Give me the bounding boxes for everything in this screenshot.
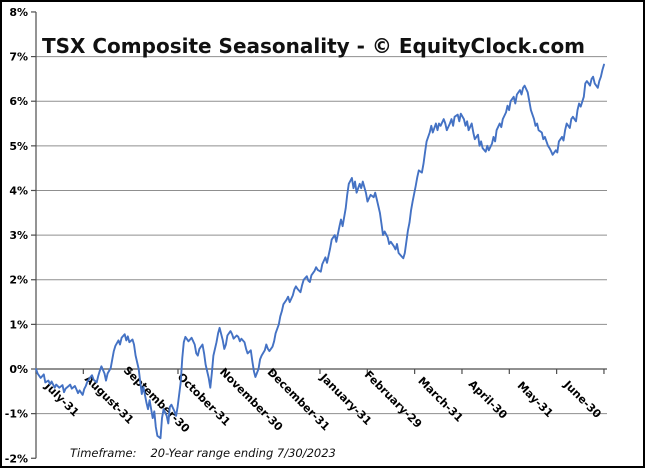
- y-axis-label: 6%: [9, 95, 28, 108]
- y-axis-label: 8%: [9, 6, 28, 19]
- timeframe-value: 20-Year range ending 7/30/2023: [150, 446, 336, 460]
- y-axis-label: -2%: [5, 452, 28, 465]
- timeframe-label: Timeframe:: [70, 446, 137, 460]
- y-axis-label: 0%: [9, 363, 28, 376]
- y-axis-label: 2%: [9, 274, 28, 287]
- y-axis-label: 4%: [9, 184, 28, 197]
- chart-title: TSX Composite Seasonality - © EquityCloc…: [41, 34, 586, 58]
- x-axis-label: April-30: [466, 378, 510, 422]
- y-axis-label: 7%: [9, 51, 28, 64]
- x-axis-label: March-31: [415, 374, 465, 424]
- y-axis-label: 5%: [9, 140, 28, 153]
- timeframe-note: Timeframe: 20-Year range ending 7/30/2023: [70, 446, 336, 460]
- y-axis-label: 1%: [9, 318, 28, 331]
- x-axis-label: August-31: [82, 372, 136, 426]
- y-axis-label: 3%: [9, 229, 28, 242]
- seasonality-line: [35, 63, 605, 440]
- x-axis-label: June-30: [560, 378, 603, 421]
- y-axis-label: -1%: [5, 408, 28, 421]
